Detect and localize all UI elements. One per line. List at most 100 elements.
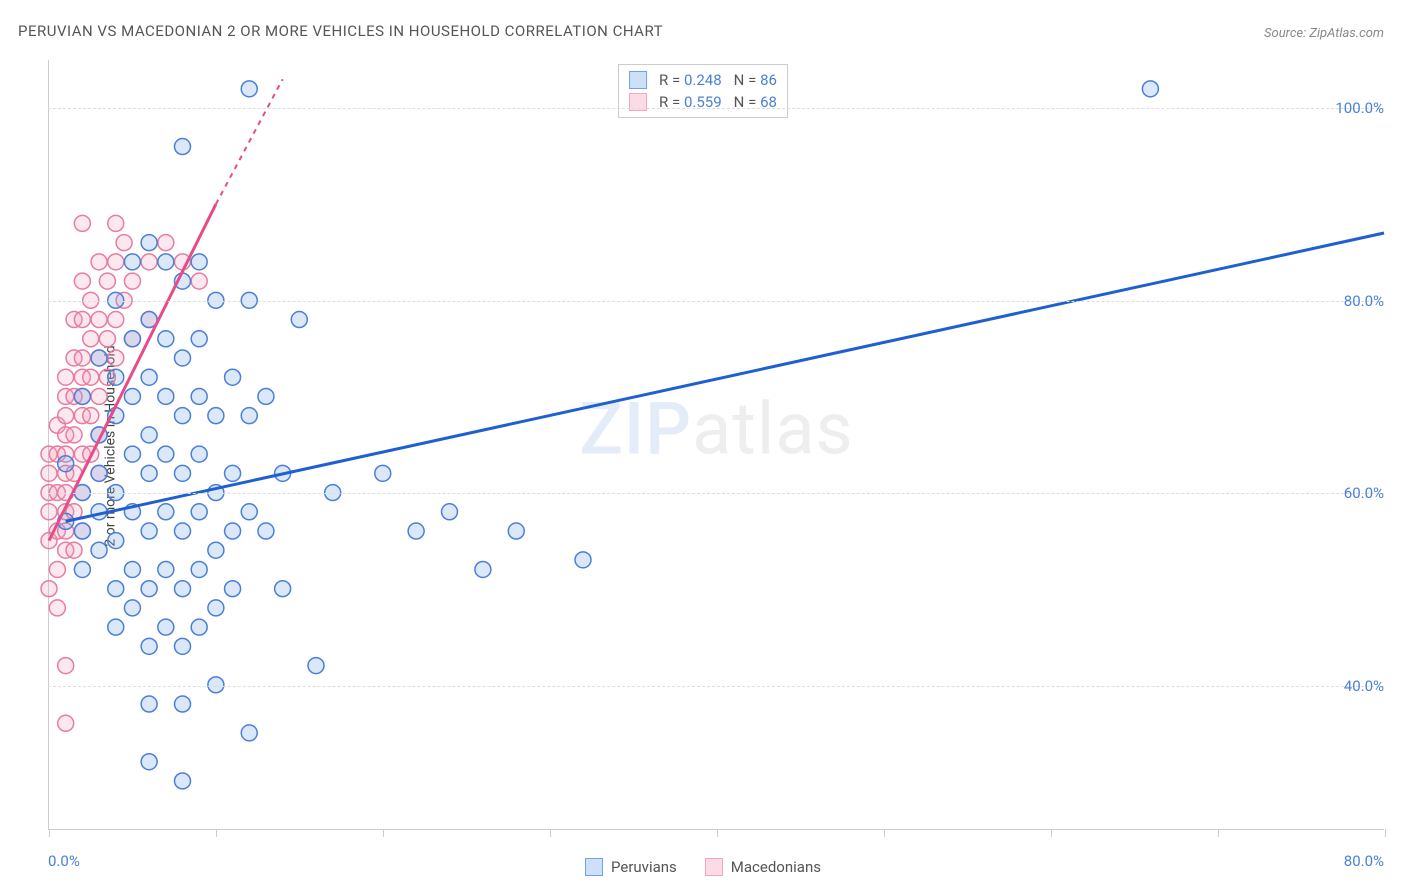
x-tick <box>1385 829 1386 837</box>
scatter-point <box>175 696 191 712</box>
scatter-point <box>124 273 140 289</box>
gridline-h <box>48 493 1384 494</box>
y-tick-label: 40.0% <box>1344 677 1384 695</box>
scatter-point <box>158 235 174 251</box>
x-tick <box>1051 829 1052 837</box>
scatter-point <box>108 369 124 385</box>
scatter-point <box>91 388 107 404</box>
scatter-point <box>158 619 174 635</box>
scatter-svg <box>49 60 1384 829</box>
scatter-point <box>41 465 57 481</box>
scatter-point <box>99 273 115 289</box>
scatter-point <box>208 542 224 558</box>
plot-area: ZIPatlas <box>48 60 1384 830</box>
scatter-point <box>141 581 157 597</box>
trend-line-extension <box>216 79 283 204</box>
scatter-point <box>225 523 241 539</box>
x-tick <box>1218 829 1219 837</box>
x-tick <box>550 829 551 837</box>
y-tick-label: 100.0% <box>1335 99 1384 117</box>
scatter-point <box>291 312 307 328</box>
scatter-point <box>275 581 291 597</box>
scatter-point <box>175 139 191 155</box>
r-label-0: R = <box>659 71 680 89</box>
scatter-point <box>241 725 257 741</box>
swatch-series-0 <box>629 71 647 89</box>
n-label-0: N = <box>734 71 757 89</box>
stats-row-1: R = 0.559 N = 68 <box>629 91 777 113</box>
scatter-point <box>191 504 207 520</box>
scatter-point <box>91 254 107 270</box>
x-tick <box>383 829 384 837</box>
r-value-0: 0.248 <box>684 71 722 89</box>
bottom-legend: Peruvians Macedonians <box>585 858 821 876</box>
scatter-point <box>91 312 107 328</box>
scatter-point <box>141 427 157 443</box>
scatter-point <box>225 369 241 385</box>
scatter-point <box>108 533 124 549</box>
scatter-point <box>308 658 324 674</box>
scatter-point <box>191 388 207 404</box>
scatter-point <box>83 408 99 424</box>
scatter-point <box>375 465 391 481</box>
legend-item-1: Macedonians <box>705 858 821 876</box>
scatter-point <box>49 600 65 616</box>
scatter-point <box>208 600 224 616</box>
scatter-point <box>74 523 90 539</box>
scatter-point <box>124 331 140 347</box>
scatter-point <box>175 408 191 424</box>
scatter-point <box>124 561 140 577</box>
scatter-point <box>91 350 107 366</box>
scatter-point <box>58 369 74 385</box>
scatter-point <box>108 312 124 328</box>
scatter-point <box>175 581 191 597</box>
legend-item-0: Peruvians <box>585 858 677 876</box>
x-origin-label: 0.0% <box>48 852 80 870</box>
scatter-point <box>49 561 65 577</box>
scatter-point <box>191 619 207 635</box>
legend-swatch-1 <box>705 858 723 876</box>
stats-row-0: R = 0.248 N = 86 <box>629 69 777 91</box>
scatter-point <box>99 331 115 347</box>
scatter-point <box>66 427 82 443</box>
scatter-point <box>141 638 157 654</box>
scatter-point <box>175 350 191 366</box>
scatter-point <box>258 523 274 539</box>
y-tick-label: 60.0% <box>1344 484 1384 502</box>
scatter-point <box>191 331 207 347</box>
scatter-point <box>475 561 491 577</box>
scatter-point <box>91 542 107 558</box>
scatter-point <box>241 408 257 424</box>
scatter-point <box>158 504 174 520</box>
scatter-point <box>124 446 140 462</box>
x-tick <box>49 829 50 837</box>
scatter-point <box>108 619 124 635</box>
scatter-point <box>74 215 90 231</box>
scatter-point <box>66 542 82 558</box>
scatter-point <box>74 388 90 404</box>
scatter-point <box>83 331 99 347</box>
scatter-point <box>258 388 274 404</box>
scatter-point <box>141 754 157 770</box>
x-tick <box>717 829 718 837</box>
scatter-point <box>108 350 124 366</box>
scatter-point <box>124 254 140 270</box>
scatter-point <box>141 235 157 251</box>
scatter-point <box>74 561 90 577</box>
scatter-point <box>41 581 57 597</box>
scatter-point <box>191 254 207 270</box>
scatter-point <box>108 254 124 270</box>
legend-swatch-0 <box>585 858 603 876</box>
scatter-point <box>175 638 191 654</box>
scatter-point <box>83 369 99 385</box>
scatter-point <box>124 600 140 616</box>
n-value-0: 86 <box>760 71 777 89</box>
scatter-point <box>208 408 224 424</box>
y-tick-label: 80.0% <box>1344 292 1384 310</box>
trend-line <box>66 233 1384 521</box>
scatter-point <box>141 696 157 712</box>
scatter-point <box>74 273 90 289</box>
gridline-h <box>48 686 1384 687</box>
scatter-point <box>74 312 90 328</box>
scatter-point <box>241 504 257 520</box>
